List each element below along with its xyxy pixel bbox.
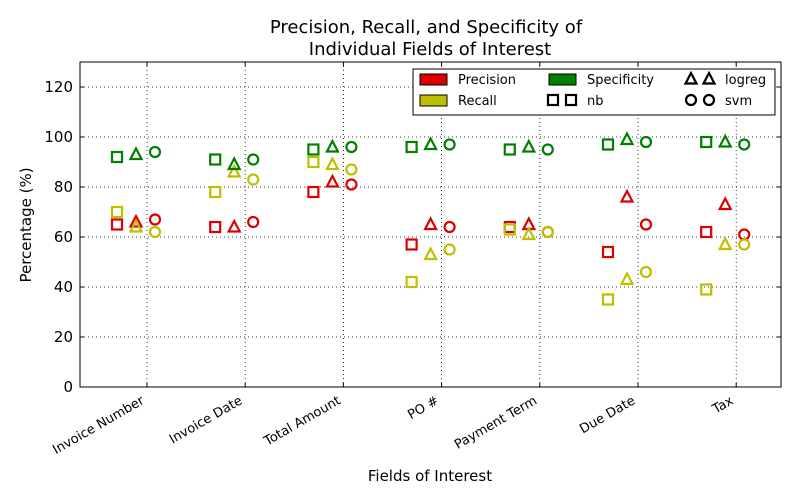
point-precision-nb <box>209 220 222 234</box>
point-precision-logreg <box>423 216 438 231</box>
y-tick-label: 40 <box>54 278 73 296</box>
legend-label-specificity: Specificity <box>587 73 654 88</box>
legend-label-logreg: logreg <box>725 73 766 88</box>
point-recall-logreg <box>325 156 340 171</box>
legend-marker-logreg <box>683 70 699 85</box>
legend-marker-logreg <box>701 70 717 85</box>
point-recall-nb <box>209 185 222 199</box>
point-recall-nb <box>503 223 516 236</box>
point-specificity-nb <box>700 135 713 149</box>
chart-title-line2: Individual Fields of Interest <box>309 39 551 60</box>
point-specificity-logreg <box>226 156 242 171</box>
point-recall-logreg <box>226 163 242 178</box>
point-precision-nb <box>307 185 320 199</box>
point-precision-logreg <box>325 173 340 188</box>
point-specificity-nb <box>601 138 615 151</box>
point-recall-nb <box>700 283 713 296</box>
point-precision-svm <box>345 178 358 191</box>
point-specificity-svm <box>639 135 653 149</box>
point-specificity-logreg <box>619 131 635 146</box>
legend-marker-nb <box>546 93 560 107</box>
point-specificity-nb <box>503 143 516 156</box>
point-specificity-svm <box>443 138 456 151</box>
point-precision-logreg <box>128 213 144 228</box>
y-tick-label: 80 <box>54 178 73 196</box>
legend-label-recall: Recall <box>458 94 497 109</box>
point-precision-nb <box>405 238 418 251</box>
point-specificity-svm <box>247 153 260 166</box>
point-specificity-logreg <box>325 138 340 153</box>
point-recall-nb <box>307 155 320 169</box>
plot-frame <box>79 61 782 388</box>
grid <box>80 62 781 387</box>
y-tick-label: 100 <box>44 128 73 146</box>
point-specificity-logreg <box>423 136 438 151</box>
legend-swatch-precision <box>419 73 448 86</box>
point-recall-svm <box>639 265 653 279</box>
point-recall-svm <box>541 225 554 239</box>
y-axis-label: Percentage (%) <box>17 167 35 282</box>
point-precision-svm <box>639 218 653 231</box>
point-precision-logreg <box>226 218 242 233</box>
point-recall-logreg <box>717 236 733 251</box>
data-points <box>110 131 751 306</box>
point-precision-logreg <box>619 188 635 203</box>
point-specificity-nb <box>405 140 418 154</box>
y-tick-label: 20 <box>54 328 73 346</box>
legend-box <box>412 68 776 116</box>
point-specificity-nb <box>209 153 222 166</box>
y-tick-label: 120 <box>44 78 73 96</box>
point-recall-svm <box>148 225 162 239</box>
point-specificity-svm <box>345 140 358 154</box>
point-recall-logreg <box>521 226 537 241</box>
point-precision-svm <box>148 213 162 226</box>
point-specificity-svm <box>148 145 162 159</box>
legend: Precision Recall Specificity nb logreg svm <box>412 68 776 116</box>
point-specificity-nb <box>110 150 124 164</box>
point-recall-svm <box>345 163 358 176</box>
point-precision-nb <box>700 225 713 239</box>
point-recall-logreg <box>128 218 144 233</box>
point-recall-nb <box>405 275 418 289</box>
point-specificity-logreg <box>128 146 144 161</box>
point-specificity-svm <box>541 143 554 156</box>
legend-swatch-recall <box>419 94 448 107</box>
point-precision-logreg <box>717 196 733 211</box>
legend-label-precision: Precision <box>458 73 516 88</box>
point-recall-nb <box>601 293 615 306</box>
point-recall-svm <box>247 173 260 186</box>
point-precision-nb <box>601 245 615 259</box>
point-recall-svm <box>738 238 751 251</box>
point-specificity-nb <box>307 143 320 156</box>
point-specificity-logreg <box>717 133 733 148</box>
y-tick-label: 60 <box>54 228 73 246</box>
legend-marker-svm <box>702 93 716 107</box>
point-recall-nb <box>110 205 124 219</box>
point-recall-svm <box>443 243 456 256</box>
chart-title: Precision, Recall, and Specificity of <box>270 17 583 38</box>
legend-marker-nb <box>564 93 578 107</box>
x-axis-label: Fields of Interest <box>368 467 492 485</box>
legend-swatch-specificity <box>548 73 577 86</box>
point-precision-nb <box>110 218 124 231</box>
point-specificity-logreg <box>521 138 537 153</box>
point-precision-svm <box>247 215 260 229</box>
point-specificity-svm <box>738 138 751 151</box>
y-tick-label: 0 <box>63 378 73 396</box>
y-axis: 0 20 40 60 80 100 120 <box>44 78 781 396</box>
legend-label-svm: svm <box>725 94 752 109</box>
point-precision-svm <box>443 220 456 234</box>
point-recall-logreg <box>619 271 635 286</box>
legend-label-nb: nb <box>587 94 604 109</box>
point-recall-logreg <box>423 246 438 261</box>
legend-marker-svm <box>684 93 698 107</box>
